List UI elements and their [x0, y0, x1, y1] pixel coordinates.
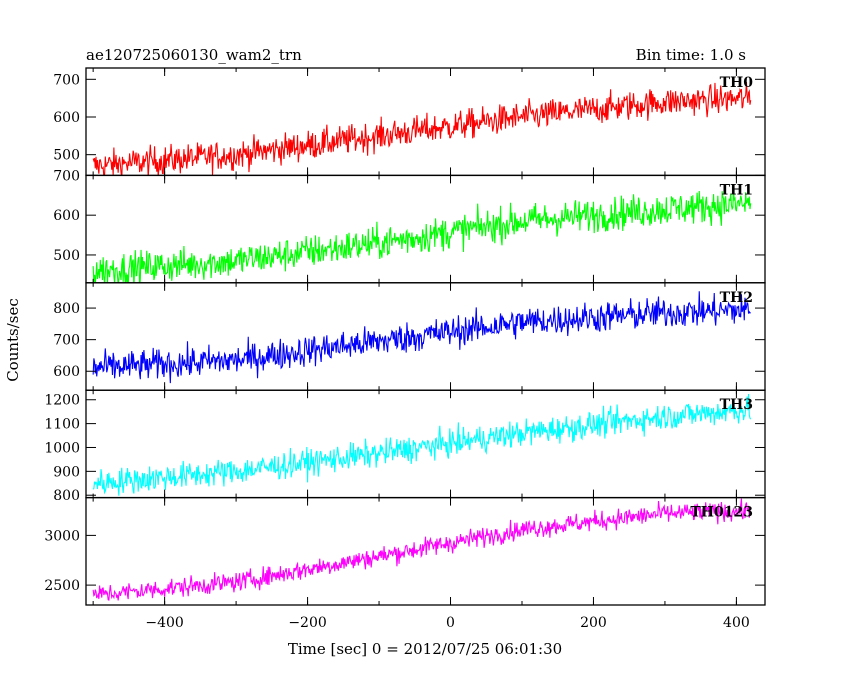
series-line-th1: [92, 187, 752, 283]
y-tick-label: 3000: [44, 528, 80, 544]
x-tick-label: 200: [580, 615, 607, 631]
panel-label-th0: TH0: [720, 75, 754, 91]
y-tick-label: 600: [53, 208, 80, 224]
y-tick-label: 800: [53, 488, 80, 504]
panel-th0: 500 600 700 TH0: [53, 67, 766, 177]
panel-frame: [85, 282, 766, 391]
y-tick-label: 500: [53, 148, 80, 164]
y-tick-label: 900: [53, 464, 80, 480]
y-tick-label: 1100: [44, 417, 80, 433]
panel-label-th3: TH3: [720, 397, 753, 413]
panel-label-th1: TH1: [720, 182, 753, 198]
y-tick-label: 1000: [44, 440, 80, 456]
x-tick-label: 400: [723, 615, 750, 631]
series-line-th3: [92, 393, 752, 496]
panel-frame: [85, 496, 766, 606]
panels: 500 600 700 TH0 500 600 700 TH1 600 700 800 TH2 800 9…: [44, 67, 766, 606]
y-tick-label: 700: [53, 72, 80, 88]
x-axis: −400 −200 0 200 400: [145, 615, 749, 631]
x-tick-label: −200: [288, 615, 326, 631]
y-tick-label: 1200: [44, 393, 80, 409]
panel-label-th2: TH2: [720, 290, 753, 306]
y-tick-label: 2500: [44, 578, 80, 594]
panel-th1: 500 600 700 TH1: [53, 168, 766, 284]
y-tick-label: 700: [53, 168, 80, 184]
header-left: ae120725060130_wam2_trn: [86, 46, 302, 64]
y-tick-label: 600: [53, 364, 80, 380]
series-line-th0123: [92, 498, 752, 601]
y-tick-label: 500: [53, 248, 80, 264]
panel-th2: 600 700 800 TH2: [53, 282, 766, 391]
header-right: Bin time: 1.0 s: [636, 46, 746, 64]
y-tick-label: 800: [53, 301, 80, 317]
series-line-th0: [92, 82, 752, 176]
x-tick-label: −400: [145, 615, 183, 631]
x-tick-label: 0: [446, 615, 455, 631]
panel-label-th0123: TH0123: [690, 505, 753, 521]
panel-th0123: 2500 3000 TH0123: [44, 496, 766, 606]
panel-th3: 800 900 1000 1100 1200 TH3: [44, 389, 766, 504]
y-axis-title: Counts/sec: [4, 298, 22, 382]
series-line-th2: [92, 291, 751, 384]
x-axis-title: Time [sec] 0 = 2012/07/25 06:01:30: [288, 640, 562, 658]
y-tick-label: 600: [53, 110, 80, 126]
y-tick-label: 700: [53, 333, 80, 349]
